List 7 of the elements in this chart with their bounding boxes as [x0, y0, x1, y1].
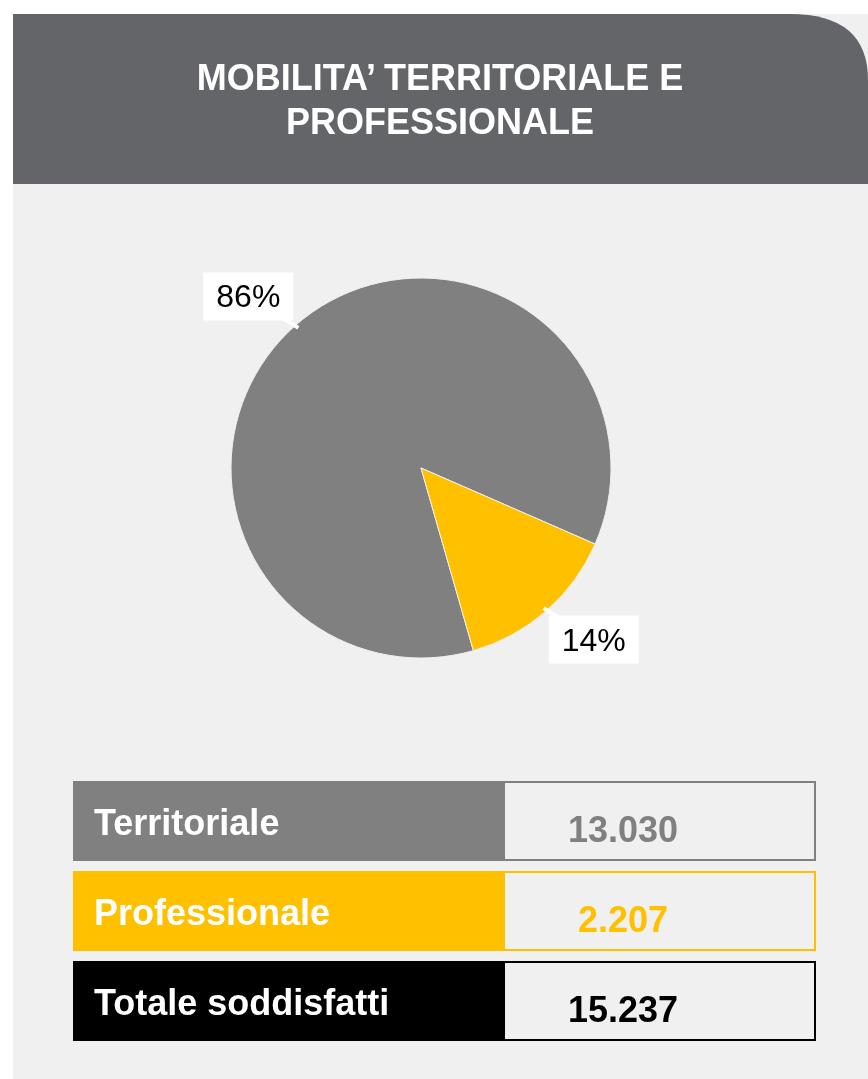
- legend-label: Territoriale: [94, 802, 280, 843]
- text: 13.030: [567, 809, 679, 850]
- text: Totale soddisfatti: [94, 982, 390, 1023]
- legend-label: Professionale: [94, 892, 331, 933]
- text: 15.237: [567, 989, 679, 1030]
- chart-title: MOBILITA’ TERRITORIALE E PROFESSIONALE: [196, 57, 684, 142]
- text: 2.207: [577, 899, 669, 940]
